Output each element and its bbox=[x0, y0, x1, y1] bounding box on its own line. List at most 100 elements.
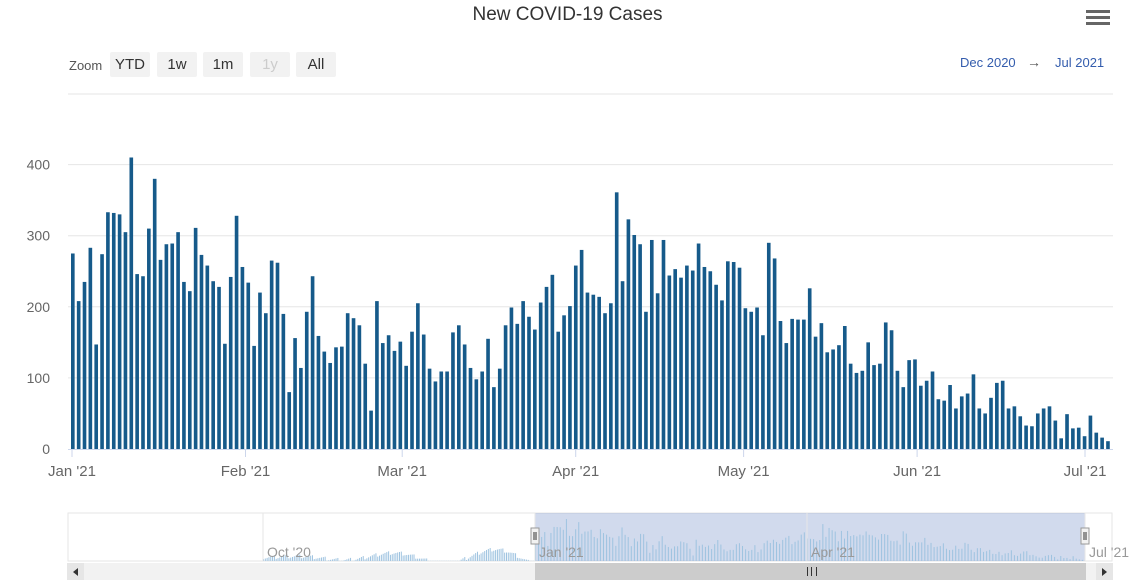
bar[interactable] bbox=[1106, 441, 1110, 449]
bar[interactable] bbox=[1065, 414, 1069, 449]
bar[interactable] bbox=[842, 326, 847, 449]
bar[interactable] bbox=[585, 292, 590, 449]
bar[interactable] bbox=[907, 360, 911, 450]
bar[interactable] bbox=[503, 325, 508, 449]
bar[interactable] bbox=[1000, 380, 1005, 449]
bar[interactable] bbox=[369, 410, 373, 449]
bar[interactable] bbox=[620, 281, 625, 449]
scrollbar-thumb[interactable] bbox=[535, 563, 1086, 580]
bar[interactable] bbox=[819, 323, 824, 449]
bar[interactable] bbox=[439, 371, 444, 450]
bar[interactable] bbox=[223, 343, 227, 449]
bar[interactable] bbox=[591, 294, 596, 449]
bar[interactable] bbox=[445, 371, 449, 450]
bar[interactable] bbox=[743, 308, 748, 449]
bar[interactable] bbox=[609, 303, 613, 449]
bar[interactable] bbox=[579, 249, 584, 449]
bar[interactable] bbox=[357, 325, 362, 449]
bar[interactable] bbox=[199, 254, 204, 449]
bar[interactable] bbox=[989, 397, 993, 449]
bar[interactable] bbox=[673, 269, 678, 449]
bar[interactable] bbox=[515, 323, 520, 449]
bar[interactable] bbox=[228, 276, 233, 449]
bar[interactable] bbox=[614, 192, 619, 449]
bar[interactable] bbox=[533, 329, 537, 449]
bar[interactable] bbox=[106, 212, 110, 449]
bar[interactable] bbox=[784, 343, 789, 449]
bar[interactable] bbox=[714, 284, 718, 449]
bar[interactable] bbox=[965, 393, 970, 449]
bar[interactable] bbox=[263, 313, 268, 449]
bar[interactable] bbox=[772, 258, 777, 449]
bar[interactable] bbox=[427, 368, 432, 449]
bar[interactable] bbox=[100, 254, 104, 449]
bar[interactable] bbox=[398, 341, 403, 449]
bar[interactable] bbox=[749, 311, 754, 449]
zoom-1m-button[interactable]: 1m bbox=[203, 52, 243, 77]
bar[interactable] bbox=[1006, 408, 1011, 449]
bar[interactable] bbox=[959, 396, 964, 449]
bar[interactable] bbox=[486, 338, 490, 449]
bar[interactable] bbox=[954, 408, 958, 449]
bar[interactable] bbox=[550, 274, 555, 449]
bar[interactable] bbox=[322, 351, 327, 449]
bar[interactable] bbox=[942, 400, 947, 449]
bar[interactable] bbox=[538, 302, 543, 449]
bar[interactable] bbox=[351, 318, 356, 449]
bar[interactable] bbox=[1059, 438, 1063, 449]
bar[interactable] bbox=[971, 374, 976, 450]
bar[interactable] bbox=[825, 352, 830, 449]
range-from-input[interactable]: Dec 2020 bbox=[960, 55, 1016, 70]
bar[interactable] bbox=[667, 275, 672, 449]
bar[interactable] bbox=[158, 259, 163, 449]
bar[interactable] bbox=[152, 178, 157, 449]
bar[interactable] bbox=[170, 243, 175, 449]
zoom-1y-button[interactable]: 1y bbox=[250, 52, 290, 77]
bar[interactable] bbox=[796, 319, 800, 449]
bar[interactable] bbox=[1088, 415, 1093, 449]
bar[interactable] bbox=[568, 306, 572, 449]
bar[interactable] bbox=[813, 336, 818, 449]
bar[interactable] bbox=[117, 214, 122, 449]
bar[interactable] bbox=[995, 382, 999, 449]
bar[interactable] bbox=[632, 234, 637, 449]
bar[interactable] bbox=[936, 399, 941, 449]
bar[interactable] bbox=[310, 276, 315, 449]
bar[interactable] bbox=[71, 253, 75, 449]
bar[interactable] bbox=[913, 359, 917, 449]
bar[interactable] bbox=[293, 338, 297, 449]
bar[interactable] bbox=[433, 381, 438, 449]
bar[interactable] bbox=[702, 266, 707, 449]
bar[interactable] bbox=[737, 267, 742, 449]
bar[interactable] bbox=[661, 239, 666, 449]
bar[interactable] bbox=[421, 334, 426, 449]
bar[interactable] bbox=[790, 318, 794, 449]
bar[interactable] bbox=[1035, 413, 1040, 449]
bar[interactable] bbox=[404, 365, 408, 449]
bar[interactable] bbox=[521, 301, 525, 449]
bar[interactable] bbox=[182, 281, 186, 449]
bar[interactable] bbox=[509, 307, 514, 449]
bar[interactable] bbox=[375, 301, 379, 449]
bar[interactable] bbox=[258, 292, 262, 449]
bar[interactable] bbox=[416, 303, 420, 449]
bar[interactable] bbox=[878, 363, 882, 449]
bar[interactable] bbox=[135, 274, 139, 449]
bar[interactable] bbox=[731, 262, 736, 449]
bar[interactable] bbox=[930, 371, 935, 450]
bar[interactable] bbox=[603, 313, 607, 449]
bar[interactable] bbox=[919, 385, 923, 449]
bar[interactable] bbox=[275, 262, 280, 449]
bar[interactable] bbox=[854, 372, 859, 449]
bar[interactable] bbox=[977, 408, 982, 449]
bar[interactable] bbox=[872, 365, 876, 449]
bar[interactable] bbox=[807, 288, 812, 449]
bar[interactable] bbox=[1047, 406, 1052, 449]
bar[interactable] bbox=[778, 321, 783, 449]
bar[interactable] bbox=[462, 344, 467, 449]
bar[interactable] bbox=[240, 266, 245, 449]
bar[interactable] bbox=[1094, 432, 1099, 449]
bar[interactable] bbox=[626, 219, 631, 449]
bar[interactable] bbox=[726, 261, 730, 449]
bar[interactable] bbox=[328, 362, 332, 449]
